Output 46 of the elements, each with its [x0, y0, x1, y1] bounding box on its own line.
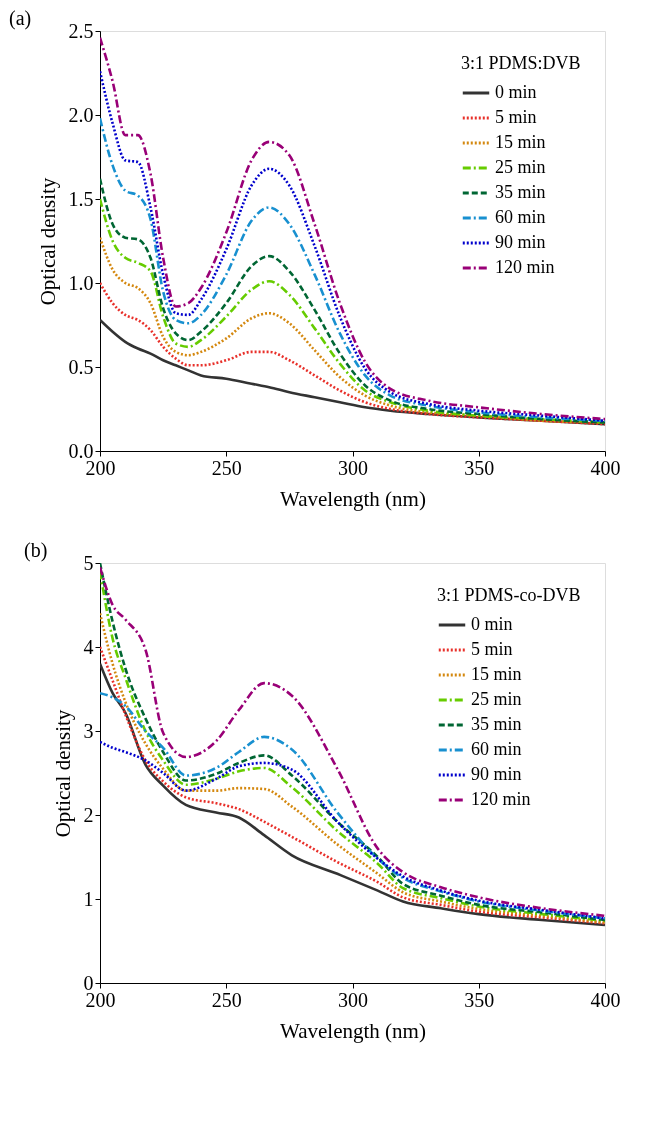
x-axis-title: Wavelength (nm) — [280, 486, 426, 511]
legend-label: 120 min — [495, 257, 555, 277]
y-axis-title: Optical density — [50, 709, 75, 838]
chart-title: (a) — [9, 7, 32, 30]
y-tick-label: 5 — [83, 551, 94, 574]
x-tick-label: 350 — [464, 988, 495, 1011]
legend-label: 25 min — [495, 157, 546, 177]
legend-label: 60 min — [495, 207, 546, 227]
legend-label: 5 min — [471, 639, 513, 659]
y-axis-title: Optical density — [35, 177, 60, 306]
y-tick-label: 2.0 — [68, 103, 94, 126]
legend-title: 3:1 PDMS-co-DVB — [437, 585, 581, 605]
legend-label: 35 min — [471, 714, 522, 734]
y-tick-label: 0.5 — [68, 355, 94, 378]
y-tick-label: 4 — [83, 635, 94, 658]
x-tick-label: 250 — [211, 456, 242, 479]
x-tick-label: 300 — [338, 988, 368, 1011]
y-tick-label: 1.0 — [68, 271, 94, 294]
line-series — [100, 281, 605, 426]
legend-label: 60 min — [471, 739, 522, 759]
line-series — [100, 740, 605, 920]
y-tick-label: 1 — [83, 887, 94, 910]
y-tick-label: 3 — [83, 719, 94, 742]
legend-label: 15 min — [495, 132, 546, 152]
y-tick-label: 1.5 — [68, 187, 94, 210]
x-tick-label: 350 — [464, 456, 495, 479]
y-tick-label: 0 — [83, 971, 94, 994]
legend-label: 5 min — [495, 107, 537, 127]
y-tick-label: 2 — [83, 803, 94, 826]
legend-label: 120 min — [471, 789, 531, 809]
x-axis-title: Wavelength (nm) — [280, 1018, 426, 1043]
chart-title: (b) — [24, 539, 48, 562]
y-tick-label: 2.5 — [68, 19, 94, 42]
legend-label: 0 min — [471, 614, 513, 634]
legend-label: 0 min — [495, 82, 537, 102]
legend-label: 90 min — [495, 232, 546, 252]
x-tick-label: 250 — [211, 988, 242, 1011]
legend-label: 35 min — [495, 182, 546, 202]
x-tick-label: 400 — [590, 988, 621, 1011]
x-tick-label: 300 — [338, 456, 368, 479]
legend-label: 25 min — [471, 689, 522, 709]
legend-label: 90 min — [471, 764, 522, 784]
x-tick-label: 400 — [590, 456, 621, 479]
legend-title: 3:1 PDMS:DVB — [461, 53, 581, 73]
y-tick-label: 0.0 — [68, 439, 94, 462]
legend-label: 15 min — [471, 664, 522, 684]
